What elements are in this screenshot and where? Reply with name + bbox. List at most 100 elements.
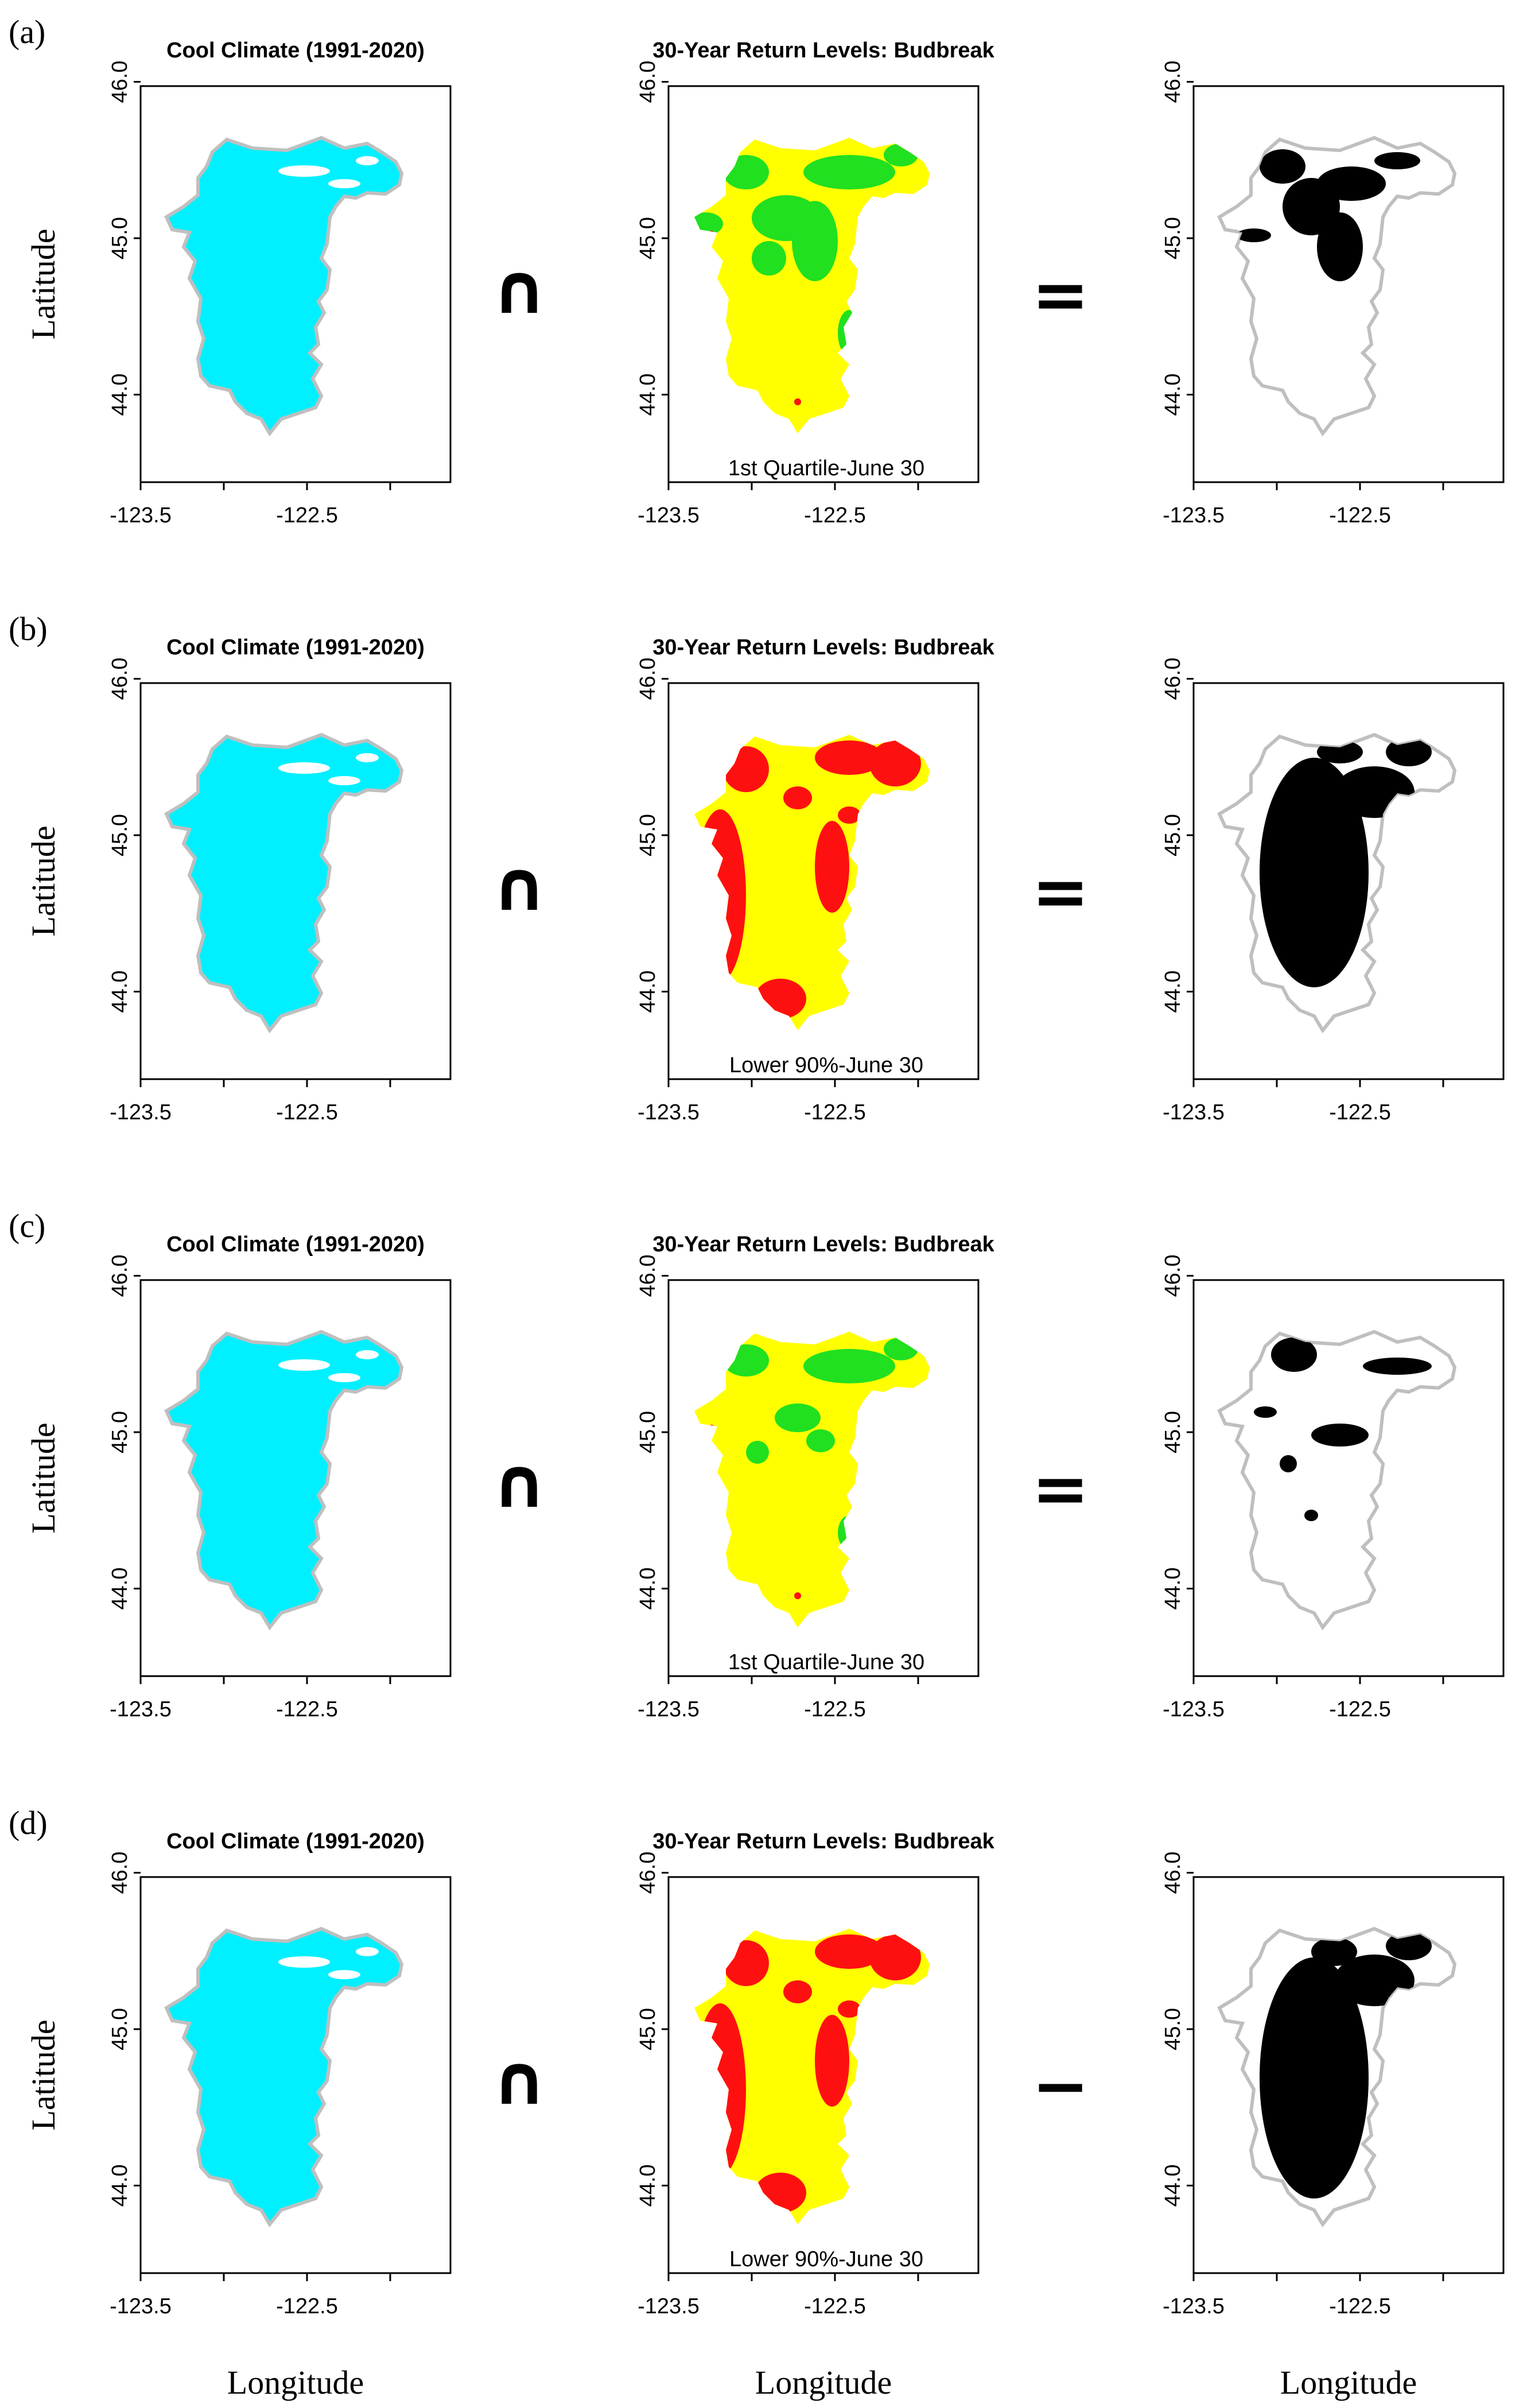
- non-cool-area-patch: [328, 776, 360, 785]
- non-cool-area: [278, 753, 379, 785]
- late-budbreak-patch: [838, 2000, 861, 2018]
- late-budbreak-patch: [869, 740, 921, 786]
- y-tick-label: 46.0: [636, 658, 660, 700]
- map-layer: [694, 735, 930, 1030]
- non-cool-area-patch: [356, 156, 379, 165]
- y-axis-label: Latitude: [25, 825, 62, 936]
- x-tick-label: -123.5: [1163, 1100, 1225, 1124]
- y-axis-label: Latitude: [25, 2019, 62, 2130]
- non-cool-area-patch: [278, 1359, 330, 1371]
- cool-climate-region: [166, 1929, 402, 2224]
- cool-climate-region: [166, 1332, 402, 1627]
- return-level-caption: Lower 90%-June 30: [729, 2247, 923, 2271]
- x-tick-label: -123.5: [110, 2294, 172, 2318]
- non-cool-area: [278, 1947, 379, 1979]
- non-cool-area-patch: [328, 179, 360, 188]
- x-tick-label: -122.5: [276, 503, 338, 528]
- intersection-area-patch: [1317, 740, 1363, 763]
- left-panel-title: Cool Climate (1991-2020): [166, 38, 425, 63]
- intersection-area-patch: [1237, 228, 1271, 242]
- intersection-operator: ∩: [491, 1444, 547, 1523]
- y-tick-label: 46.0: [1161, 61, 1185, 103]
- map-layer: [1219, 1332, 1455, 1627]
- non-cool-area-patch: [356, 753, 379, 762]
- early-budbreak-patch: [694, 212, 723, 235]
- map-layer: [166, 735, 402, 1030]
- figure-row: (a) Cool Climate (1991-2020) 44.0 45.0 46.0 -…: [9, 13, 1505, 528]
- map-layer: [1219, 1929, 1455, 2224]
- axes: 44.0 45.0 46.0 -123.5 -122.5: [1161, 61, 1505, 528]
- map-layer: [166, 1929, 402, 2224]
- map-layer: [1219, 735, 1455, 1030]
- early-budbreak-patch: [723, 155, 769, 189]
- panel-label: (c): [9, 1207, 45, 1244]
- late-budbreak-patch: [869, 1934, 921, 1980]
- axes: 44.0 45.0 46.0 -123.5 -122.5: [1161, 1255, 1505, 1721]
- non-cool-area-patch: [278, 165, 330, 177]
- intersection-area-patch: [1334, 766, 1415, 818]
- panel-label: (a): [9, 13, 45, 51]
- non-cool-area: [278, 1350, 379, 1382]
- y-tick-label: 44.0: [1161, 1568, 1185, 1610]
- region-outline: [1219, 1332, 1455, 1627]
- x-tick-label: -122.5: [1329, 503, 1391, 528]
- early-budbreak-patch: [884, 144, 918, 166]
- map-layer: [166, 138, 402, 433]
- y-tick-label: 44.0: [636, 1568, 660, 1610]
- y-tick-label: 45.0: [636, 2008, 660, 2050]
- early-budbreak-patch: [746, 1441, 769, 1464]
- return-level-caption: Lower 90%-June 30: [729, 1053, 923, 1077]
- intersection-area-patch: [1317, 212, 1363, 281]
- late-budbreak-patch: [708, 231, 715, 240]
- early-budbreak-patch: [884, 1337, 918, 1360]
- axes: 44.0 45.0 46.0 -123.5 -122.5: [108, 1852, 452, 2318]
- y-tick-label: 45.0: [108, 2008, 132, 2050]
- x-tick-label: -122.5: [1329, 2294, 1391, 2318]
- x-tick-label: -122.5: [1329, 1697, 1391, 1721]
- early-budbreak-patch: [838, 310, 861, 356]
- y-tick-label: 46.0: [1161, 658, 1185, 700]
- intersection-operator: ∩: [491, 847, 547, 926]
- minus-operator: −: [1032, 2046, 1090, 2126]
- y-tick-label: 44.0: [636, 971, 660, 1013]
- late-budbreak-patch: [708, 1425, 715, 1434]
- plot-frame: [1192, 1876, 1505, 2274]
- y-tick-label: 44.0: [108, 971, 132, 1013]
- y-tick-label: 44.0: [636, 2165, 660, 2207]
- axes: 44.0 45.0 46.0 -123.5 -122.5: [108, 658, 452, 1124]
- figure-row: (d) Cool Climate (1991-2020) 44.0 45.0 46.0 -…: [9, 1804, 1505, 2401]
- middle-panel-title: 30-Year Return Levels: Budbreak: [652, 38, 994, 63]
- x-tick-label: -123.5: [638, 1100, 700, 1124]
- early-budbreak-patch: [792, 201, 838, 281]
- y-tick-label: 44.0: [1161, 971, 1185, 1013]
- early-budbreak-patch: [803, 155, 895, 189]
- y-tick-label: 45.0: [108, 814, 132, 856]
- axes: 44.0 45.0 46.0 -123.5 -122.5: [1161, 658, 1505, 1124]
- plot-frame: [667, 1876, 980, 2274]
- plot-frame: [1192, 85, 1505, 483]
- x-tick-label: -122.5: [276, 1100, 338, 1124]
- y-tick-label: 44.0: [108, 1568, 132, 1610]
- x-tick-label: -122.5: [1329, 1100, 1391, 1124]
- late-budbreak-patch: [755, 2173, 806, 2213]
- plot-frame: [139, 682, 452, 1080]
- middle-panel-title: 30-Year Return Levels: Budbreak: [652, 635, 994, 660]
- late-budbreak-patch: [815, 821, 849, 913]
- late-budbreak-patch: [794, 1592, 801, 1599]
- late-budbreak-patch: [694, 2003, 746, 2176]
- plot-frame: [667, 1279, 980, 1677]
- middle-panel-title: 30-Year Return Levels: Budbreak: [652, 1829, 994, 1853]
- left-panel-title: Cool Climate (1991-2020): [166, 635, 425, 660]
- early-budbreak-patch: [803, 1349, 895, 1383]
- early-budbreak-patch: [775, 1403, 821, 1432]
- panel-label: (d): [9, 1804, 48, 1841]
- early-budbreak-patch: [752, 241, 786, 276]
- y-tick-label: 44.0: [1161, 374, 1185, 416]
- late-budbreak-patch: [694, 809, 746, 982]
- y-tick-label: 46.0: [108, 658, 132, 700]
- x-tick-label: -122.5: [804, 503, 866, 528]
- y-tick-label: 46.0: [1161, 1255, 1185, 1297]
- plot-frame: [1192, 682, 1505, 1080]
- axes: 44.0 45.0 46.0 -123.5 -122.5: [108, 61, 452, 528]
